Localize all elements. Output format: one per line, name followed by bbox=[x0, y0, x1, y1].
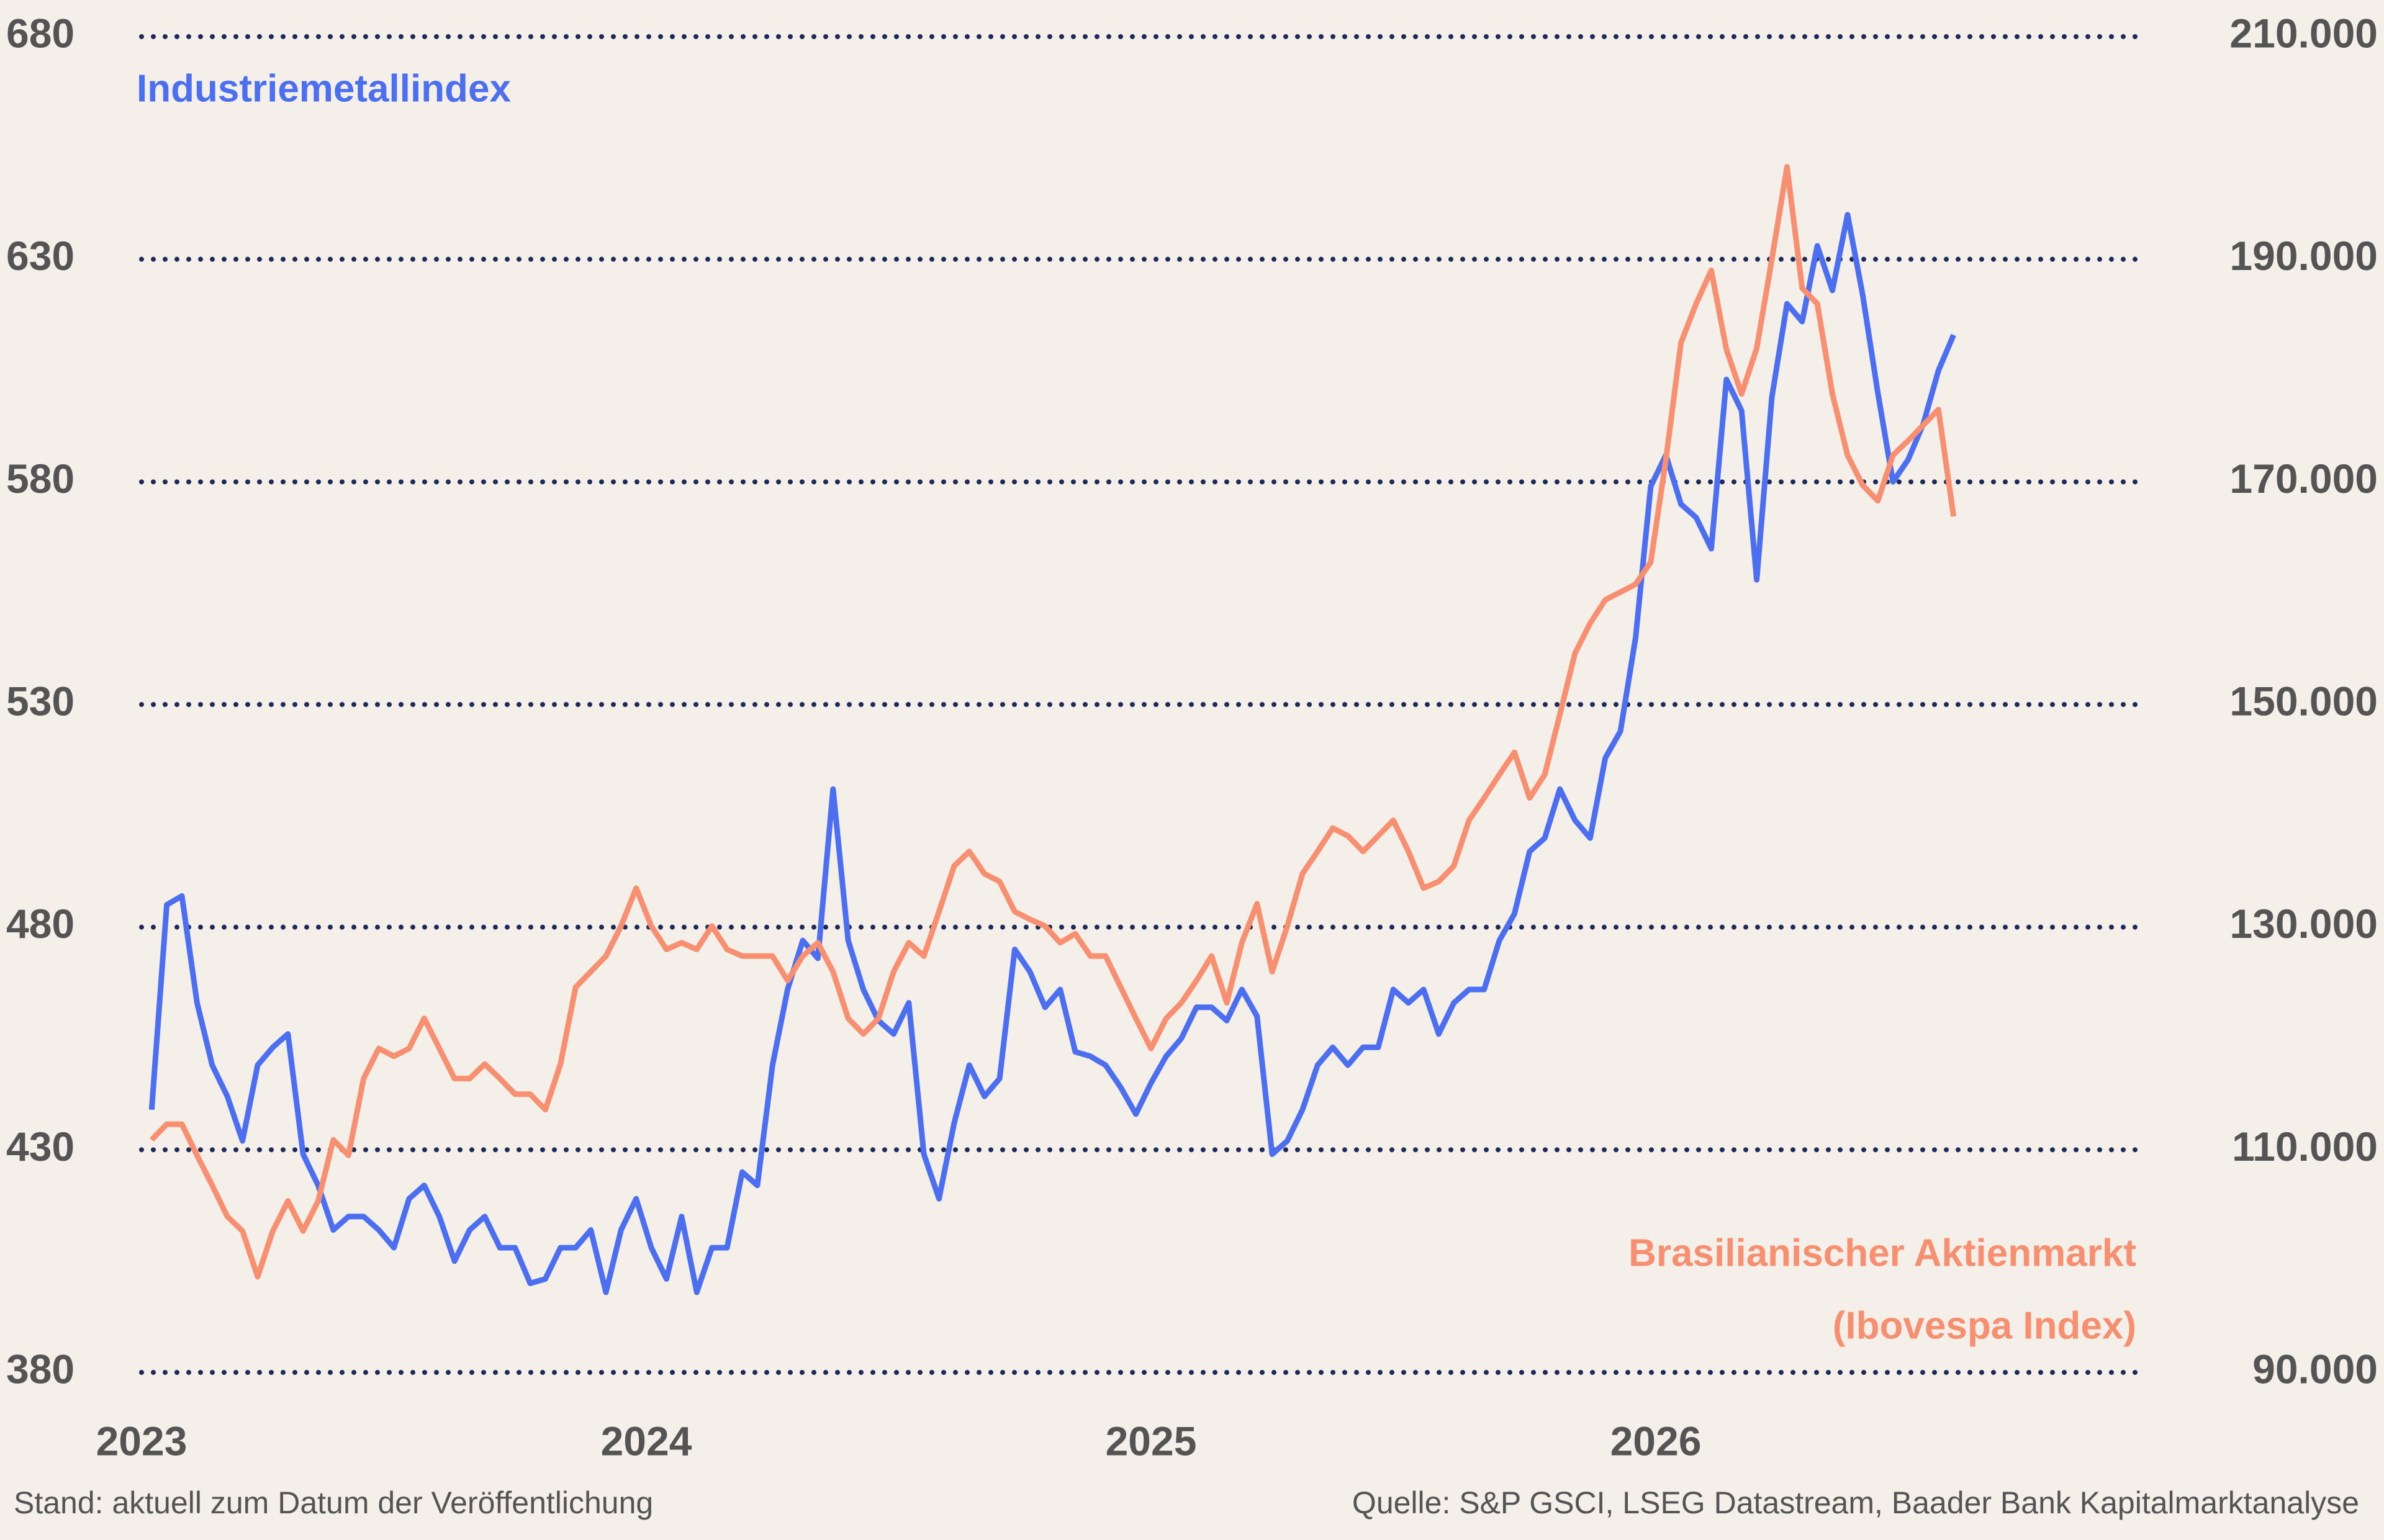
y2-tick-label: 130.000 bbox=[2229, 901, 2378, 947]
legend-label: Brasilianischer Aktienmarkt bbox=[1628, 1232, 2136, 1274]
x-tick-label: 2023 bbox=[96, 1418, 187, 1464]
x-tick-label: 2026 bbox=[1610, 1418, 1702, 1464]
y2-tick-label: 190.000 bbox=[2229, 233, 2378, 279]
y2-tick-label: 210.000 bbox=[2229, 10, 2378, 56]
y-tick-label: 530 bbox=[6, 678, 74, 724]
source: Quelle: S&P GSCI, LSEG Datastream, Baade… bbox=[1352, 1485, 2359, 1520]
y2-tick-label: 110.000 bbox=[2232, 1123, 2378, 1169]
series-line bbox=[148, 212, 1956, 1295]
footnote: Stand: aktuell zum Datum der Veröffentli… bbox=[14, 1485, 653, 1520]
y-tick-label: 630 bbox=[6, 233, 74, 279]
legend-label: Industriemetallindex bbox=[137, 67, 511, 110]
y-tick-label: 380 bbox=[6, 1346, 74, 1392]
y2-tick-label: 90.000 bbox=[2252, 1346, 2378, 1392]
series-line bbox=[150, 164, 1957, 1280]
y-tick-label: 430 bbox=[6, 1123, 74, 1169]
y2-tick-label: 170.000 bbox=[2229, 456, 2378, 502]
x-tick-label: 2024 bbox=[601, 1418, 692, 1464]
y-tick-label: 580 bbox=[6, 456, 74, 502]
x-tick-label: 2025 bbox=[1106, 1418, 1197, 1464]
y-tick-label: 680 bbox=[6, 10, 74, 56]
y2-tick-label: 150.000 bbox=[2229, 678, 2378, 724]
legend-sublabel: (Ibovespa Index) bbox=[1833, 1304, 2136, 1347]
y-tick-label: 480 bbox=[6, 901, 74, 947]
